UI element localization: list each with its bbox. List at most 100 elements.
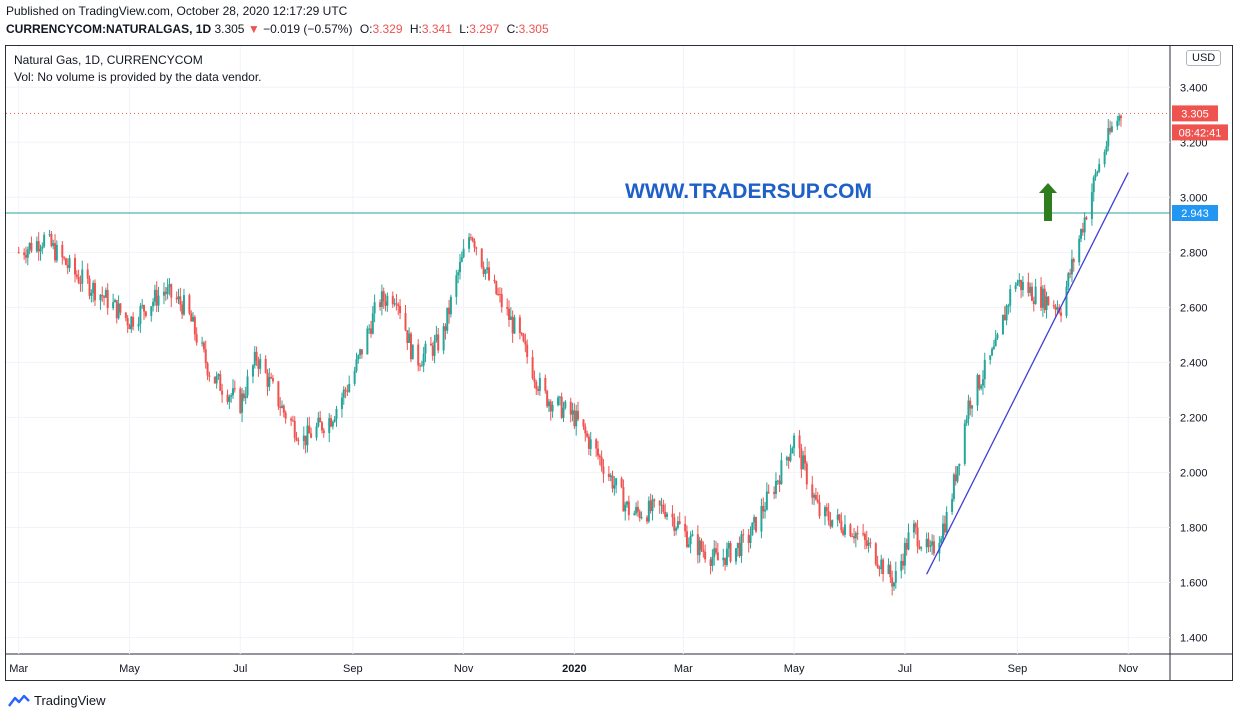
candle-body [86, 269, 89, 279]
candle-body [468, 237, 471, 249]
currency-button[interactable]: USD [1186, 50, 1222, 66]
candle-body [640, 517, 643, 519]
y-tick-label: 2.400 [1180, 357, 1208, 369]
candle-body [431, 345, 434, 356]
candle-body [1107, 128, 1110, 147]
candle-body [473, 240, 476, 248]
high-value: 3.341 [421, 22, 452, 36]
candle-body [411, 344, 414, 360]
candle-body [242, 393, 245, 399]
candle-body [862, 533, 865, 535]
candle-body [488, 267, 491, 280]
candle-body [344, 389, 347, 391]
candle-body [916, 527, 919, 547]
candle-body [740, 534, 743, 556]
candle-body [360, 349, 363, 355]
candle-body [785, 457, 788, 461]
candle-body [112, 302, 115, 309]
candle-body [1045, 296, 1048, 311]
candle-body [838, 514, 841, 521]
candle-body [144, 311, 147, 316]
candle-body [132, 316, 135, 327]
candle-body [653, 499, 656, 501]
chart-legend-volume: Vol: No volume is provided by the data v… [14, 70, 262, 84]
candle-body [611, 475, 614, 489]
candle-body [963, 423, 966, 464]
candle-body [26, 249, 29, 258]
candle-body [776, 480, 779, 482]
candle-body [126, 317, 129, 326]
candle-body [700, 540, 703, 550]
candle-body [271, 378, 274, 382]
candle-body [1020, 279, 1023, 291]
candle-body [511, 316, 514, 334]
candle-body [887, 564, 890, 575]
candle-body [800, 448, 803, 470]
candle-body [867, 542, 870, 546]
candle-body [626, 501, 629, 505]
candle-body [627, 501, 630, 516]
candle-body [994, 338, 997, 347]
candle-body [373, 302, 376, 314]
candle-body [725, 548, 728, 566]
candle-body [549, 401, 552, 412]
candle-body [607, 473, 610, 477]
candle-body [130, 316, 133, 330]
candle-body [268, 376, 271, 387]
candle-body [513, 317, 516, 334]
candle-body [228, 396, 231, 402]
candle-body [889, 564, 892, 578]
candle-body [905, 542, 908, 550]
candle-body [306, 425, 309, 446]
candle-body [546, 390, 549, 407]
candle-body [981, 379, 984, 386]
y-tick-label: 1.400 [1180, 632, 1208, 644]
candle-body [117, 303, 120, 319]
candle-body [281, 405, 284, 408]
candle-body [328, 418, 331, 434]
candle-body [290, 418, 293, 421]
candle-body [1029, 286, 1032, 293]
candle-body [522, 334, 525, 342]
candle-body [876, 564, 879, 568]
candle-body [157, 295, 160, 306]
candle-body [153, 289, 156, 302]
candle-body [48, 234, 51, 236]
candle-body [397, 304, 400, 307]
candle-body [882, 559, 885, 575]
candle-body [99, 294, 102, 301]
candle-body [671, 513, 674, 518]
candle-body [538, 377, 541, 391]
candle-body [951, 498, 954, 512]
y-tick-label: 2.200 [1180, 412, 1208, 424]
candle-body [856, 533, 859, 535]
candle-body [804, 455, 807, 464]
candle-body [379, 302, 382, 307]
candle-body [113, 300, 116, 303]
candle-body [903, 542, 906, 566]
candle-body [715, 548, 718, 553]
candle-body [495, 281, 498, 294]
candle-body [181, 304, 184, 315]
candle-body [956, 466, 959, 482]
candle-body [155, 289, 158, 306]
candle-body [931, 541, 934, 546]
candle-body [371, 313, 374, 334]
countdown-tag [1172, 124, 1228, 141]
candle-body [442, 326, 445, 351]
candle-body [684, 523, 687, 532]
candle-body [264, 358, 267, 373]
candle-body [315, 426, 318, 438]
candle-body [1016, 282, 1019, 286]
open-label: O: [359, 22, 373, 36]
candle-body [246, 376, 249, 396]
candle-body [170, 284, 173, 298]
candle-body [195, 334, 198, 343]
y-tick-label: 1.600 [1180, 577, 1208, 589]
candle-body [239, 388, 242, 413]
candle-body [266, 372, 269, 387]
candle-body [297, 440, 300, 442]
candle-body [851, 536, 854, 538]
symbol-ohlc-line: CURRENCYCOM:NATURALGAS, 1D 3.305 ▼ −0.01… [6, 22, 549, 36]
